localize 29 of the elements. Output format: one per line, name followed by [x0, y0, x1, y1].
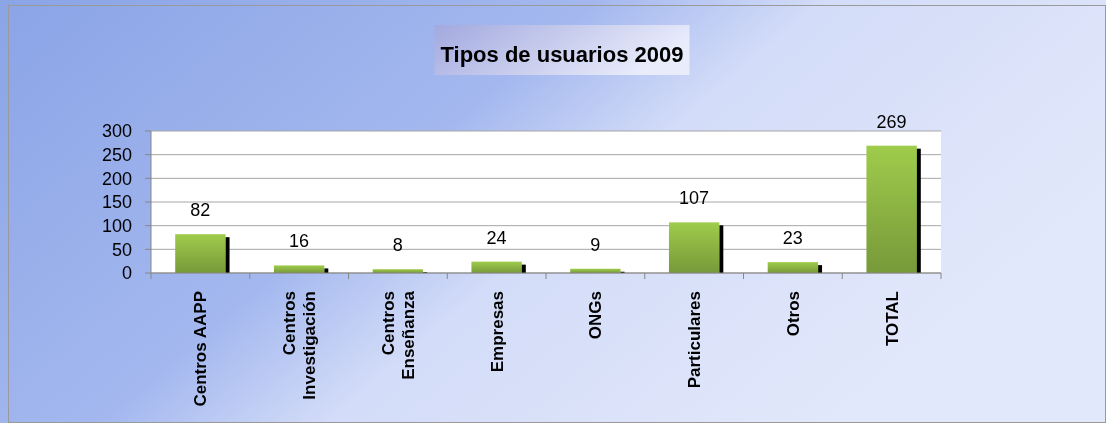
- y-tick-label: 150: [101, 192, 132, 213]
- bar: [767, 262, 819, 273]
- bar: [866, 145, 917, 273]
- data-label: 269: [876, 111, 907, 132]
- bar: [668, 222, 720, 273]
- bar: [175, 234, 226, 273]
- y-tick-label: 50: [111, 239, 132, 260]
- x-tick-label: TOTAL: [882, 291, 902, 347]
- data-label: 24: [486, 227, 507, 248]
- y-tick-label: 250: [101, 144, 132, 165]
- y-tick-label: 300: [101, 121, 132, 142]
- data-label: 8: [392, 235, 403, 256]
- data-label: 23: [782, 228, 803, 249]
- y-tick-label: 0: [121, 263, 132, 284]
- y-tick-label: 100: [101, 215, 132, 236]
- x-tick-label: Centros Enseñanza: [378, 290, 419, 380]
- data-label: 16: [289, 231, 310, 252]
- data-label: 82: [190, 200, 211, 221]
- data-label: 107: [679, 188, 710, 209]
- y-tick-label: 200: [101, 168, 132, 189]
- data-label: 9: [590, 234, 601, 255]
- x-tick-label: Centros AAPP: [191, 291, 211, 407]
- x-tick-label: ONGs: [586, 291, 606, 340]
- x-tick-label: Centros Investigación: [279, 291, 320, 400]
- x-tick-label: Otros: [783, 291, 803, 337]
- x-tick-label: Empresas: [487, 291, 507, 373]
- bar: [273, 265, 325, 273]
- chart-title: Tipos de usuarios 2009: [440, 42, 684, 67]
- x-tick-label: Particulares: [685, 291, 705, 389]
